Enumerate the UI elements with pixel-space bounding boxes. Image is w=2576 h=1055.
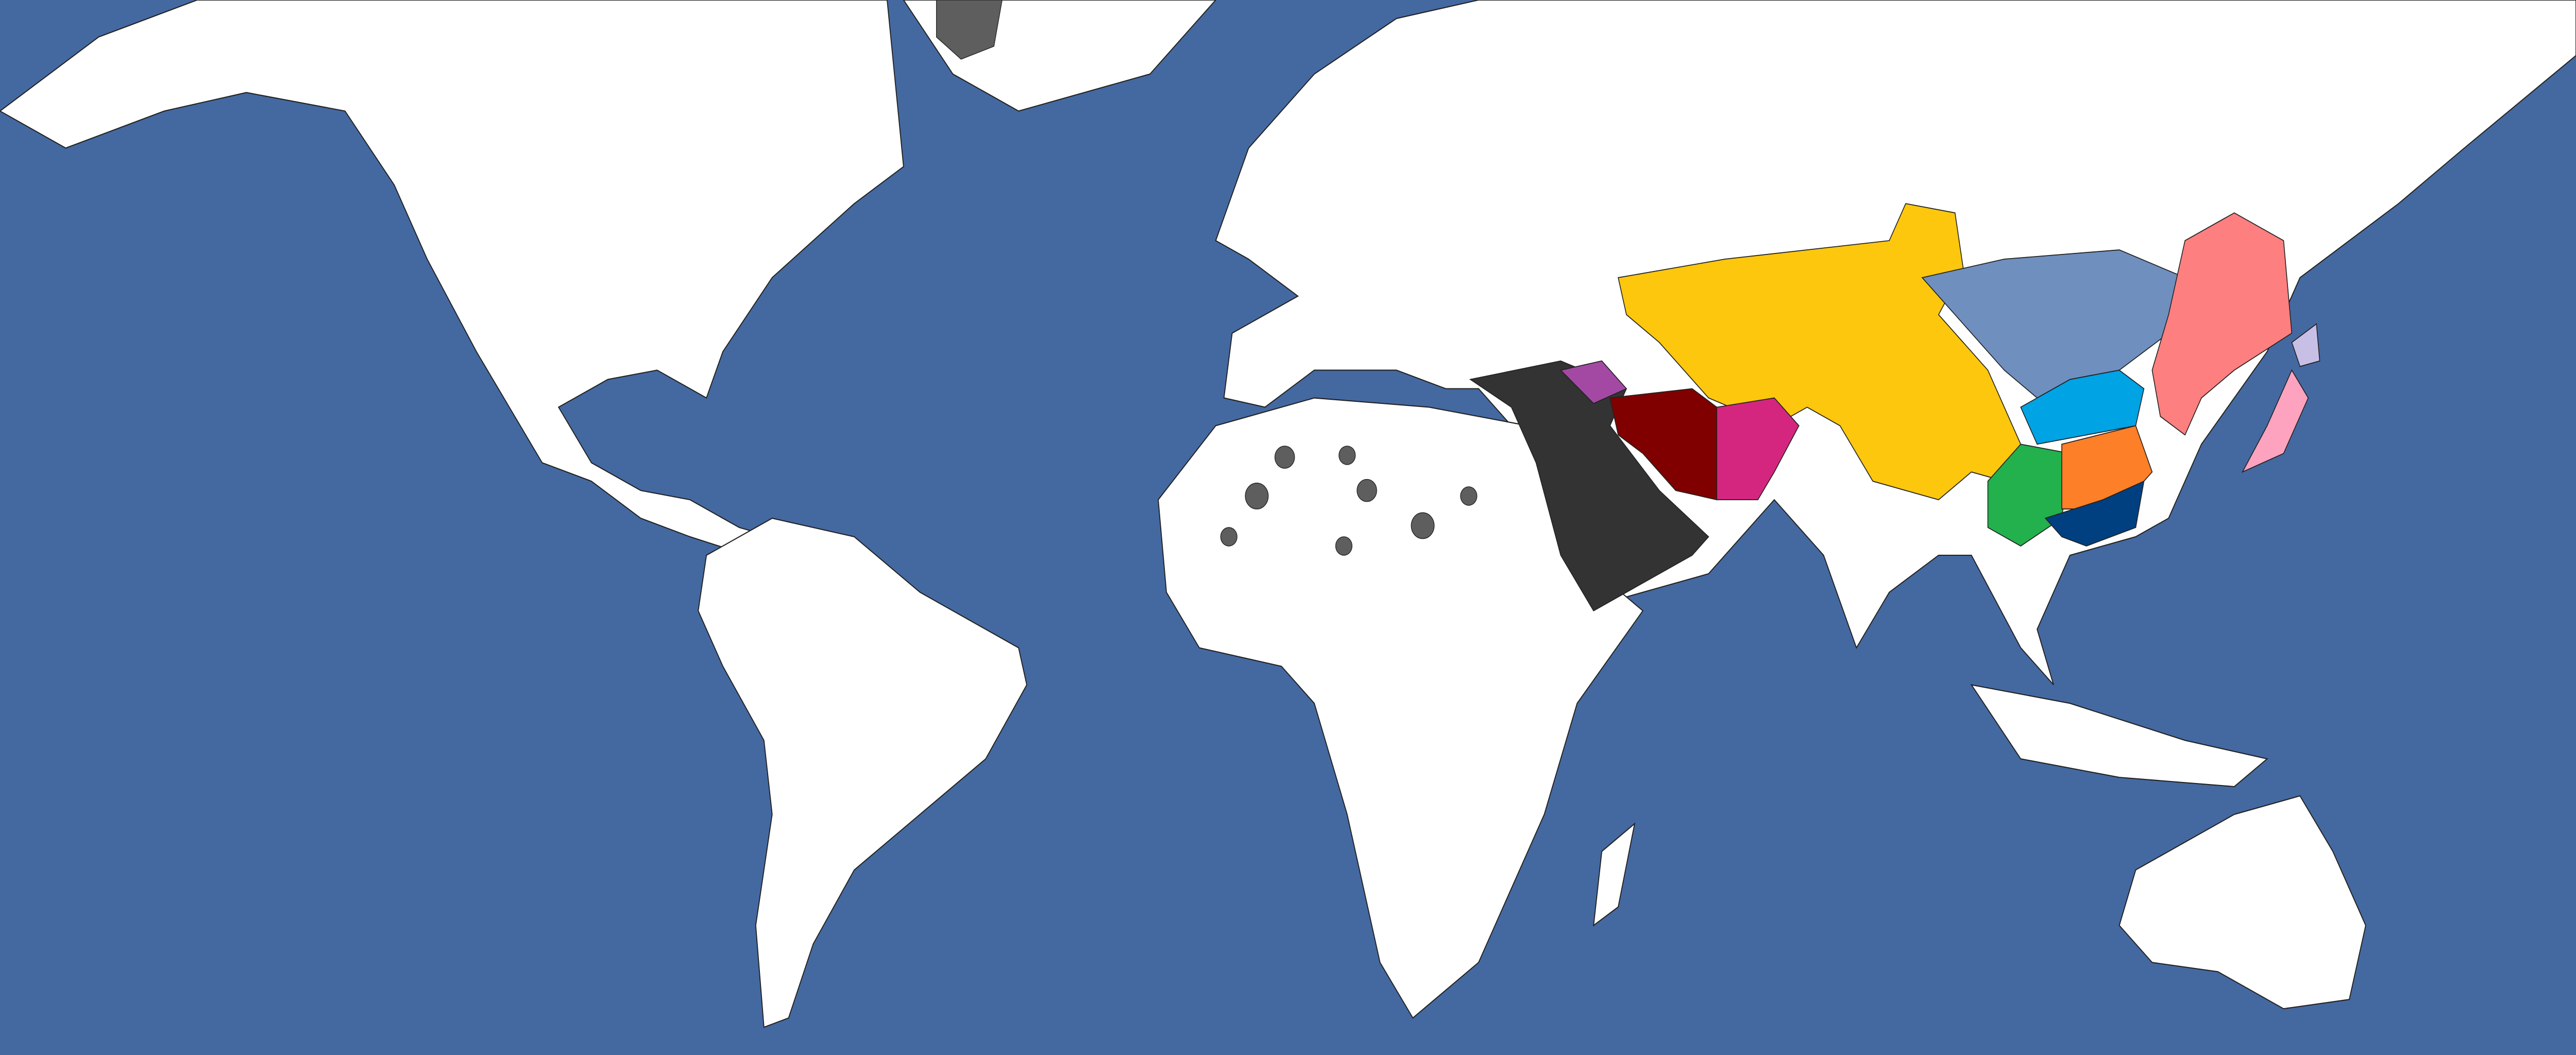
wasteland-sahara [1220, 527, 1238, 547]
southeast-asia-islands[interactable] [1970, 684, 2268, 788]
wasteland-sahara [1411, 512, 1435, 539]
region-salmon[interactable] [2151, 212, 2293, 436]
wasteland-sahara [1357, 479, 1377, 502]
region-navy[interactable] [2044, 480, 2145, 547]
wasteland-sahara [1460, 486, 1478, 506]
wasteland-sahara [1245, 483, 1269, 509]
region-sky-blue[interactable] [2020, 369, 2145, 445]
region-yellow[interactable] [1617, 203, 2022, 501]
colored-regions [1469, 203, 2320, 611]
wasteland-sahara [1338, 446, 1356, 465]
africa[interactable] [1158, 397, 1644, 1019]
madagascar[interactable] [1592, 822, 1636, 927]
south-america[interactable] [698, 517, 1028, 1028]
australia[interactable] [2119, 795, 2366, 1010]
region-magenta[interactable] [1716, 397, 1800, 501]
region-lavender[interactable] [2291, 323, 2320, 367]
region-dark-red[interactable] [1609, 388, 1718, 501]
region-pink[interactable] [2241, 369, 2309, 473]
north-america[interactable] [0, 0, 904, 556]
wasteland-sahara [1335, 536, 1352, 556]
region-purple[interactable] [1560, 360, 1628, 404]
wasteland-greenland [936, 0, 1003, 60]
wasteland-sahara [1274, 446, 1295, 469]
